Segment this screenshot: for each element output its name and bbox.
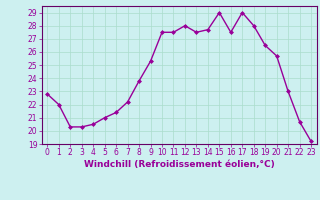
X-axis label: Windchill (Refroidissement éolien,°C): Windchill (Refroidissement éolien,°C): [84, 160, 275, 169]
